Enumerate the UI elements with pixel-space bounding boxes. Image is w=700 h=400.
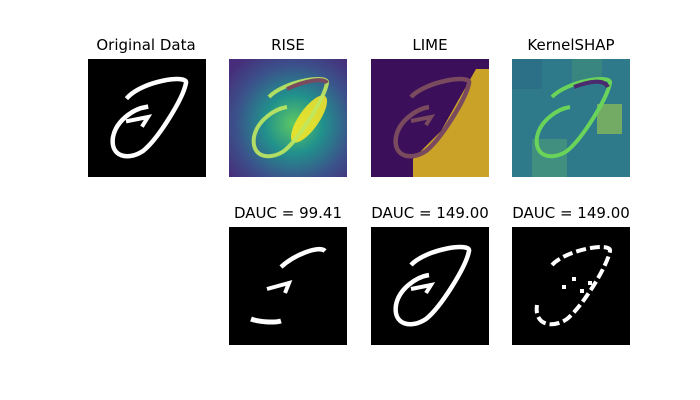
title-dauc-lime: DAUC = 149.00 xyxy=(371,204,489,222)
title-lime: LIME xyxy=(412,36,448,54)
title-kernelshap: KernelSHAP xyxy=(527,36,615,54)
lime-masked-digit-image xyxy=(371,227,489,345)
panel-kernelshap-masked xyxy=(512,227,630,345)
panel-rise xyxy=(229,59,347,177)
title-original: Original Data xyxy=(96,36,196,54)
panel-rise-masked xyxy=(229,227,347,345)
panel-lime-masked xyxy=(371,227,489,345)
title-dauc-kernelshap: DAUC = 149.00 xyxy=(512,204,630,222)
original-digit-image xyxy=(88,59,206,177)
rise-masked-digit-image xyxy=(229,227,347,345)
lime-segmentation-image xyxy=(371,59,489,177)
kernelshap-heatmap-image xyxy=(512,59,630,177)
kernelshap-masked-digit-image xyxy=(512,227,630,345)
panel-kernelshap xyxy=(512,59,630,177)
title-rise: RISE xyxy=(271,36,305,54)
panel-lime xyxy=(371,59,489,177)
panel-original xyxy=(88,59,206,177)
title-dauc-rise: DAUC = 99.41 xyxy=(233,204,343,222)
rise-heatmap-image xyxy=(229,59,347,177)
